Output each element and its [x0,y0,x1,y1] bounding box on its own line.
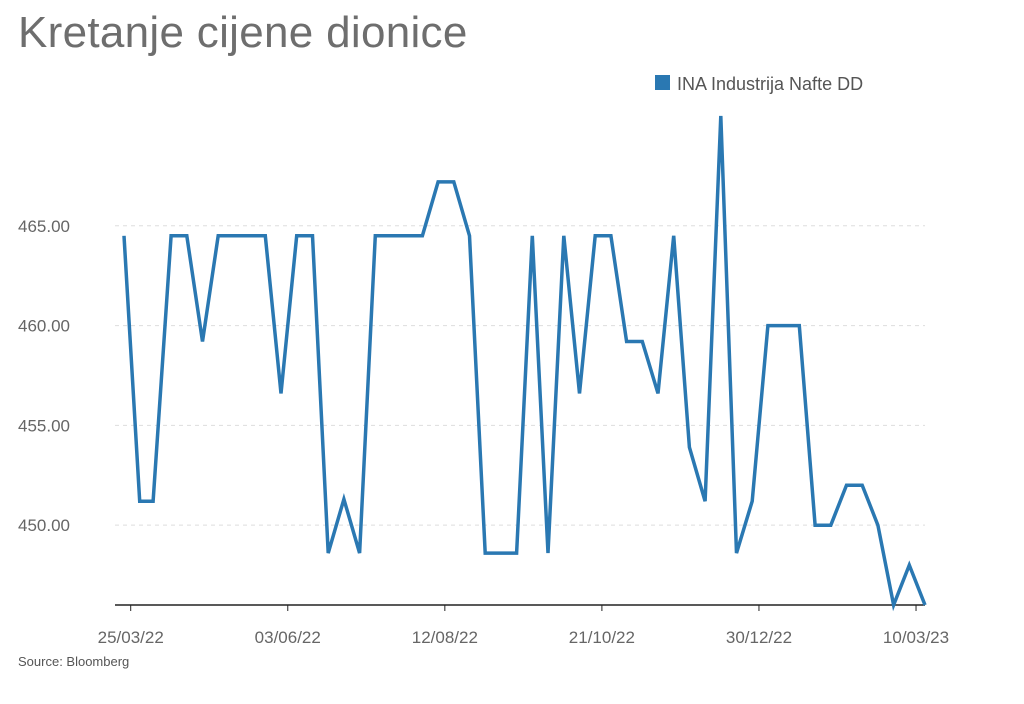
legend-label: INA Industrija Nafte DD [677,74,863,94]
y-tick-label: 465.00 [18,217,70,236]
x-tick-label: 12/08/22 [412,628,478,647]
y-tick-label: 460.00 [18,317,70,336]
legend: INA Industrija Nafte DD [655,74,863,94]
x-tick-label: 30/12/22 [726,628,792,647]
x-axis: 25/03/22 03/06/22 12/08/22 21/10/22 30/12/22… [98,604,949,647]
y-axis-ticks: 450.00 455.00 460.00 465.00 [18,217,70,535]
x-tick-label: 21/10/22 [569,628,635,647]
legend-swatch [655,75,670,90]
x-tick-label: 25/03/22 [98,628,164,647]
chart-title: Kretanje cijene dionice [18,8,468,57]
y-tick-label: 450.00 [18,516,70,535]
x-tick-label: 03/06/22 [255,628,321,647]
x-tick-label: 10/03/23 [883,628,949,647]
series-group [122,115,927,612]
y-tick-label: 455.00 [18,416,70,435]
source-note: Source: Bloomberg [18,654,130,669]
series-line [122,115,927,612]
